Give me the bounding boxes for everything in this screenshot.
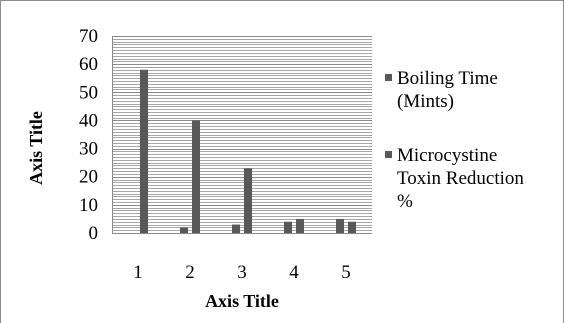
- bar-series-1-3: [232, 224, 240, 233]
- legend-label: (Mints): [397, 91, 454, 112]
- bar-series-2-4: [296, 218, 304, 233]
- legend-swatch: [385, 74, 392, 81]
- bar-series-2-3: [244, 168, 252, 233]
- y-tick-label: 30: [79, 139, 98, 160]
- x-tick-label: 2: [185, 262, 195, 283]
- y-tick-label: 70: [79, 26, 98, 47]
- gridlines: [112, 36, 372, 234]
- x-tick-label: 4: [289, 262, 299, 283]
- legend-swatch: [385, 151, 392, 158]
- x-tick-label: 1: [133, 262, 143, 283]
- x-tick-labels: 1 2 3 4 5: [133, 262, 351, 283]
- y-axis-title: Axis Title: [26, 111, 46, 185]
- bars: [140, 69, 356, 234]
- bar-series-1-5: [336, 218, 344, 233]
- x-tick-label: 5: [341, 262, 351, 283]
- bar-series-1-2: [180, 227, 188, 233]
- x-tick-label: 3: [237, 262, 247, 283]
- y-tick-label: 20: [79, 167, 98, 188]
- y-tick-label: 60: [79, 54, 98, 75]
- bar-series-2-2: [192, 120, 200, 233]
- bar-series-1-4: [284, 221, 292, 233]
- legend-label: Toxin Reduction: [397, 168, 524, 189]
- bar-series-2-1: [140, 69, 148, 234]
- y-tick-label: 40: [79, 110, 98, 131]
- y-tick-labels: 0 10 20 30 40 50 60 70: [79, 26, 98, 244]
- y-tick-label: 10: [79, 195, 98, 216]
- y-tick-label: 0: [89, 223, 99, 244]
- y-tick-label: 50: [79, 82, 98, 103]
- legend-label: %: [397, 191, 413, 212]
- legend-label: Microcystine: [397, 145, 497, 166]
- bar-series-2-5: [348, 221, 356, 233]
- x-axis-title: Axis Title: [205, 291, 279, 311]
- legend-label: Boiling Time: [397, 68, 498, 89]
